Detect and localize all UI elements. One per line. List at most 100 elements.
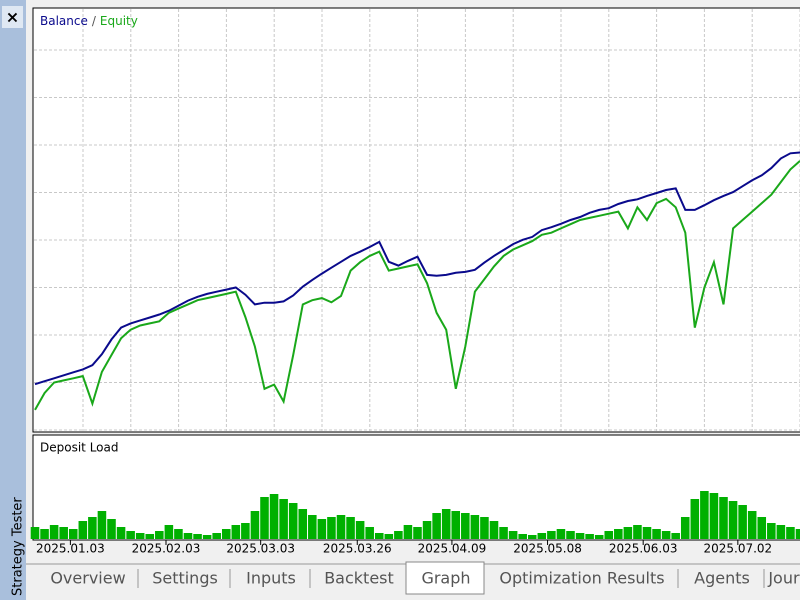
bar <box>499 527 508 539</box>
bar <box>336 515 346 539</box>
x-tick-label: 2025.04.09 <box>418 542 487 556</box>
bar <box>145 534 155 539</box>
sidebar <box>0 0 26 600</box>
tab[interactable]: Graph <box>421 569 470 588</box>
x-tick-label: 2025.06.03 <box>609 542 678 556</box>
bar <box>786 527 795 539</box>
bar <box>604 531 614 539</box>
bar <box>671 533 680 539</box>
close-button[interactable]: × <box>6 8 19 27</box>
bar <box>241 523 250 539</box>
bar <box>107 519 116 539</box>
x-tick-label: 2025.02.03 <box>132 542 201 556</box>
bar <box>480 517 489 539</box>
bar <box>594 535 604 539</box>
tab[interactable]: Overview <box>50 569 125 588</box>
bar <box>413 527 422 539</box>
bar <box>135 533 145 539</box>
bar <box>585 534 594 539</box>
bar <box>422 521 432 539</box>
x-tick-label: 2025.07.02 <box>703 542 772 556</box>
tab[interactable]: Backtest <box>324 569 394 588</box>
bar <box>394 531 403 539</box>
bar <box>461 513 470 539</box>
bar <box>776 525 786 539</box>
bar <box>537 533 547 539</box>
bar <box>728 501 738 539</box>
tab[interactable]: Optimization Results <box>499 569 664 588</box>
bar <box>260 497 269 539</box>
bar <box>470 515 480 539</box>
bar <box>308 515 317 539</box>
bar <box>508 531 518 539</box>
bar <box>88 517 97 539</box>
tab-bar: Overview Settings Inputs Backtest Graph Optim… <box>26 561 800 595</box>
bar <box>183 533 193 539</box>
bar <box>652 529 661 539</box>
bar <box>317 519 327 539</box>
bar <box>384 534 394 539</box>
bar <box>68 529 78 539</box>
bar <box>614 529 623 539</box>
bar <box>174 529 183 539</box>
bar <box>690 499 700 539</box>
active-tab[interactable] <box>405 561 485 595</box>
sidebar-title: Strategy Tester <box>11 497 26 596</box>
tab[interactable]: Agents <box>694 569 750 588</box>
bar <box>527 535 537 539</box>
bar <box>709 493 719 539</box>
bar <box>747 511 757 539</box>
bar <box>288 503 298 539</box>
bar <box>269 494 279 539</box>
bar <box>566 531 575 539</box>
bar <box>365 527 374 539</box>
bar <box>489 521 499 539</box>
series-line <box>34 151 800 386</box>
bar <box>374 533 384 539</box>
x-tick-label: 2025.01.03 <box>36 542 105 556</box>
bar <box>518 534 527 539</box>
bar <box>633 525 642 539</box>
main-chart-frame <box>32 7 800 433</box>
bar <box>250 511 260 539</box>
legend-entry: Balance <box>40 14 88 28</box>
bar <box>432 513 441 539</box>
bar <box>97 511 107 539</box>
bar <box>212 533 221 539</box>
bar <box>547 531 556 539</box>
bar <box>700 491 709 539</box>
bar <box>441 509 451 539</box>
chart-title: Deposit Load <box>40 441 118 455</box>
bar <box>49 525 59 539</box>
bar <box>298 509 308 539</box>
x-tick-label: 2025.03.03 <box>226 542 295 556</box>
bar <box>116 527 126 539</box>
x-tick-label: 2025.05.08 <box>513 542 582 556</box>
bar <box>767 523 776 539</box>
bar <box>231 525 241 539</box>
series-line <box>34 160 800 411</box>
tab[interactable]: Journal <box>767 569 800 588</box>
bar <box>327 517 336 539</box>
bar <box>661 531 671 539</box>
bar <box>279 499 288 539</box>
bar <box>575 533 585 539</box>
bar <box>738 505 747 539</box>
bar <box>556 529 566 539</box>
x-tick-label: 2025.03.26 <box>323 542 392 556</box>
bar <box>642 527 652 539</box>
bar <box>355 521 365 539</box>
bar <box>757 517 767 539</box>
bar <box>30 527 40 539</box>
close-button-bg[interactable] <box>2 6 23 28</box>
bar <box>193 534 202 539</box>
deposit-chart-frame <box>32 434 800 541</box>
bar <box>126 531 135 539</box>
bar <box>164 525 174 539</box>
tab[interactable]: Settings <box>152 569 218 588</box>
bar <box>680 517 690 539</box>
tab[interactable]: Inputs <box>246 569 296 588</box>
bar <box>403 525 413 539</box>
